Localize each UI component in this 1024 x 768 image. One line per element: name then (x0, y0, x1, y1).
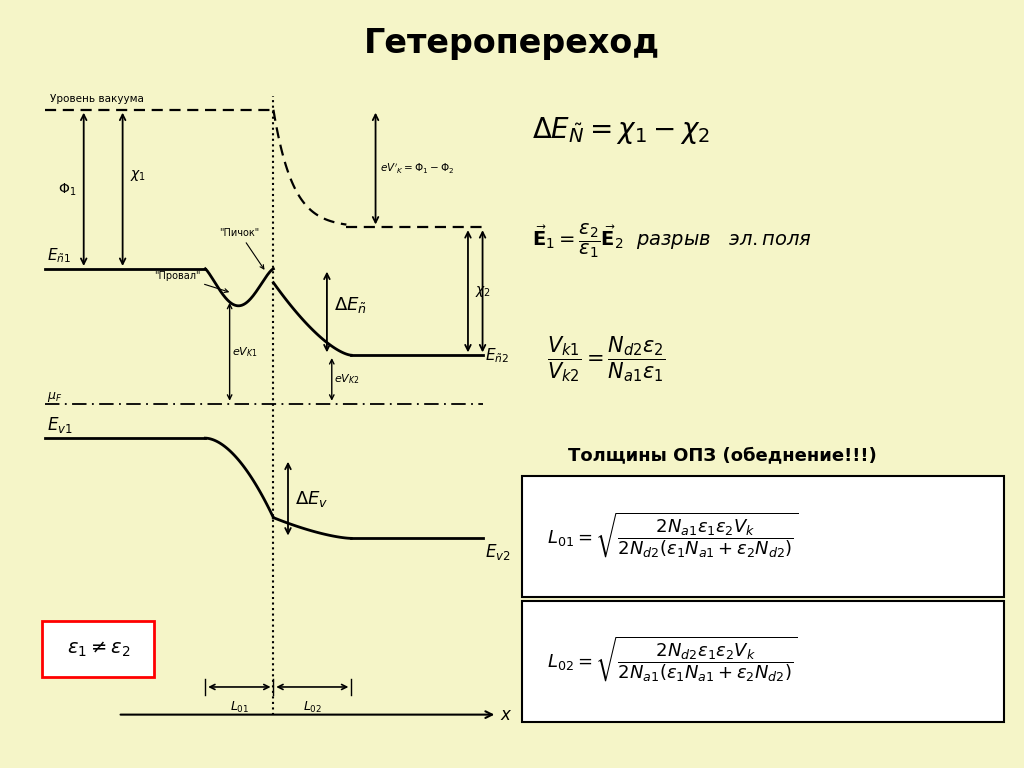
Text: $eV_{K1}$: $eV_{K1}$ (232, 345, 258, 359)
Text: $E_{\tilde{n}1}$: $E_{\tilde{n}1}$ (47, 247, 72, 266)
Text: $\Delta E_v$: $\Delta E_v$ (295, 488, 329, 508)
Text: $L_{02} = \sqrt{\dfrac{2N_{d2}\varepsilon_1\varepsilon_2 V_k}{2N_{a1}(\varepsilo: $L_{02} = \sqrt{\dfrac{2N_{d2}\varepsilo… (548, 634, 799, 684)
FancyBboxPatch shape (522, 601, 1004, 722)
Text: $L_{01} = \sqrt{\dfrac{2N_{a1}\varepsilon_1\varepsilon_2 V_k}{2N_{d2}(\varepsilo: $L_{01} = \sqrt{\dfrac{2N_{a1}\varepsilo… (548, 510, 799, 560)
Text: $\Delta E_{\tilde{N}} = \chi_1 - \chi_2$: $\Delta E_{\tilde{N}} = \chi_1 - \chi_2$ (532, 115, 711, 146)
Text: $E_{v1}$: $E_{v1}$ (47, 415, 73, 435)
FancyBboxPatch shape (522, 476, 1004, 598)
Text: Толщины ОПЗ (обеднение!!!): Толщины ОПЗ (обеднение!!!) (567, 446, 877, 465)
Text: $\dfrac{V_{k1}}{V_{k2}} = \dfrac{N_{d2}\varepsilon_2}{N_{a1}\varepsilon_1}$: $\dfrac{V_{k1}}{V_{k2}} = \dfrac{N_{d2}\… (548, 334, 667, 383)
Text: "Пичок": "Пичок" (219, 227, 264, 269)
Text: $\Phi_1$: $\Phi_1$ (58, 181, 77, 197)
Text: $\Delta E_{\tilde{n}}$: $\Delta E_{\tilde{n}}$ (334, 295, 367, 315)
FancyBboxPatch shape (42, 621, 155, 677)
Text: $\chi_1$: $\chi_1$ (130, 168, 146, 183)
Text: $x$: $x$ (500, 706, 512, 723)
Text: $E_{\tilde{n}2}$: $E_{\tilde{n}2}$ (485, 346, 509, 365)
Text: $\chi_2$: $\chi_2$ (475, 283, 492, 299)
Text: $\vec{\mathbf{E}}_1 = \dfrac{\varepsilon_2}{\varepsilon_1}\vec{\mathbf{E}}_2$  $: $\vec{\mathbf{E}}_1 = \dfrac{\varepsilon… (532, 222, 812, 260)
Text: $\mu_F$: $\mu_F$ (47, 389, 62, 404)
Text: $eV'_K=\Phi_1-\Phi_2$: $eV'_K=\Phi_1-\Phi_2$ (381, 161, 455, 176)
Text: $\varepsilon_1 \neq \varepsilon_2$: $\varepsilon_1 \neq \varepsilon_2$ (67, 639, 130, 659)
Text: "Провал": "Провал" (154, 270, 228, 293)
Text: $E_{v2}$: $E_{v2}$ (485, 542, 511, 562)
Text: $L_{02}$: $L_{02}$ (303, 700, 322, 714)
Text: $L_{01}$: $L_{01}$ (229, 700, 249, 714)
Text: Уровень вакуума: Уровень вакуума (49, 94, 143, 104)
Text: $eV_{K2}$: $eV_{K2}$ (334, 372, 359, 386)
Text: Гетеропереход: Гетеропереход (364, 27, 660, 60)
